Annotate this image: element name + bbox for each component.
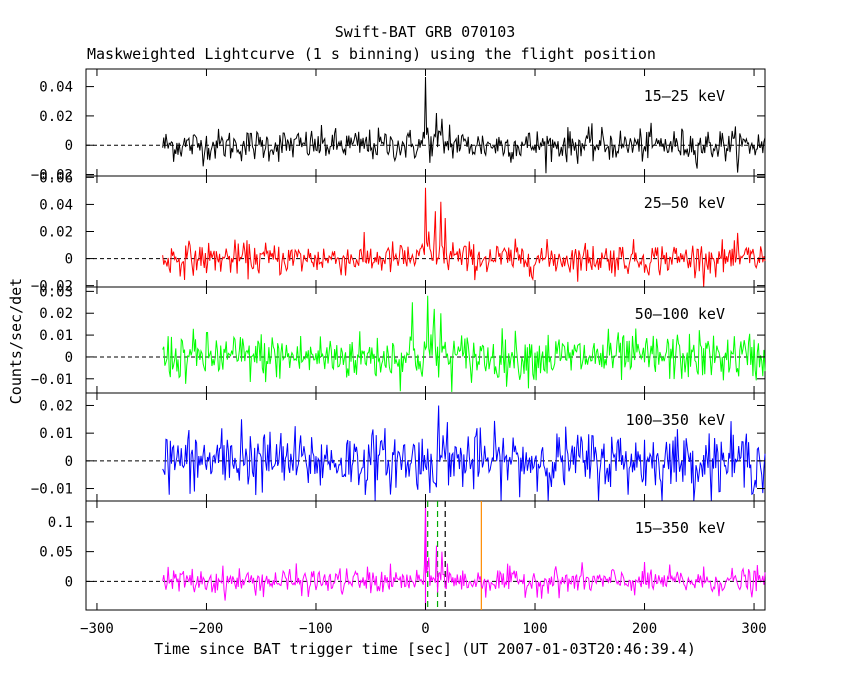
x-axis-label: Time since BAT trigger time [sec] (UT 20…	[154, 640, 696, 658]
x-tick-label: −200	[190, 621, 224, 637]
panel-15-25-kev: −0.02 0 0.02 0.04 15–25 keV	[31, 68, 766, 184]
y-tick-label: 0.04	[39, 80, 73, 96]
band-label: 100–350 keV	[626, 411, 725, 429]
y-tick-label: 0.01	[39, 426, 73, 442]
series-line	[162, 187, 766, 288]
series-line	[162, 76, 766, 174]
y-tick-label: 0	[65, 138, 73, 154]
panel-25-50-kev: −0.02 0 0.02 0.04 0.06 25–50 keV	[31, 170, 766, 295]
y-tick-label: −0.02	[31, 279, 73, 295]
y-tick-label: 0.06	[39, 170, 73, 186]
x-tick-label: 300	[741, 621, 766, 637]
x-axis: −300 −200 −100 0 100 200 300	[80, 621, 767, 637]
y-tick-label: 0.05	[39, 545, 73, 561]
x-tick-label: 200	[632, 621, 657, 637]
panel-15-350-kev: 0 0.05 0.1 15–350 keV	[39, 500, 766, 611]
band-label: 50–100 keV	[635, 305, 725, 323]
y-axis-label: Counts/sec/det	[7, 278, 25, 404]
figure-title: Swift-BAT GRB 070103	[335, 23, 516, 41]
band-label: 15–25 keV	[644, 87, 725, 105]
y-tick-label: 0.01	[39, 328, 73, 344]
y-tick-label: 0	[65, 350, 73, 366]
y-tick-label: 0.1	[48, 515, 73, 531]
y-tick-label: 0.02	[39, 398, 73, 414]
y-tick-label: 0	[65, 454, 73, 470]
y-tick-label: 0.04	[39, 197, 73, 213]
y-tick-label: 0.02	[39, 306, 73, 322]
series-line	[162, 506, 766, 601]
panel-100-350-kev: −0.01 0 0.01 0.02 100–350 keV	[31, 392, 766, 502]
y-tick-label: 0.03	[39, 284, 73, 300]
band-label: 25–50 keV	[644, 194, 725, 212]
panels: −0.02 0 0.02 0.04 15–25 keV −0.02 0 0.02 0.04 0.0…	[31, 68, 766, 611]
x-tick-label: −300	[80, 621, 114, 637]
x-tick-label: 0	[421, 621, 429, 637]
y-tick-label: 0	[65, 574, 73, 590]
y-tick-label: 0.02	[39, 225, 73, 241]
x-tick-label: 100	[522, 621, 547, 637]
y-tick-label: −0.01	[31, 372, 73, 388]
y-tick-label: 0	[65, 252, 73, 268]
band-label: 15–350 keV	[635, 519, 725, 537]
y-tick-label: −0.02	[31, 168, 73, 184]
panel-frame	[85, 286, 766, 394]
series-line	[162, 405, 766, 502]
series-line	[162, 295, 766, 392]
y-tick-label: −0.01	[31, 482, 73, 498]
panel-50-100-kev: −0.01 0 0.01 0.02 0.03 50–100 keV	[31, 284, 766, 394]
y-tick-label: 0.02	[39, 109, 73, 125]
figure-subtitle: Maskweighted Lightcurve (1 s binning) us…	[87, 45, 656, 63]
x-tick-label: −100	[299, 621, 333, 637]
